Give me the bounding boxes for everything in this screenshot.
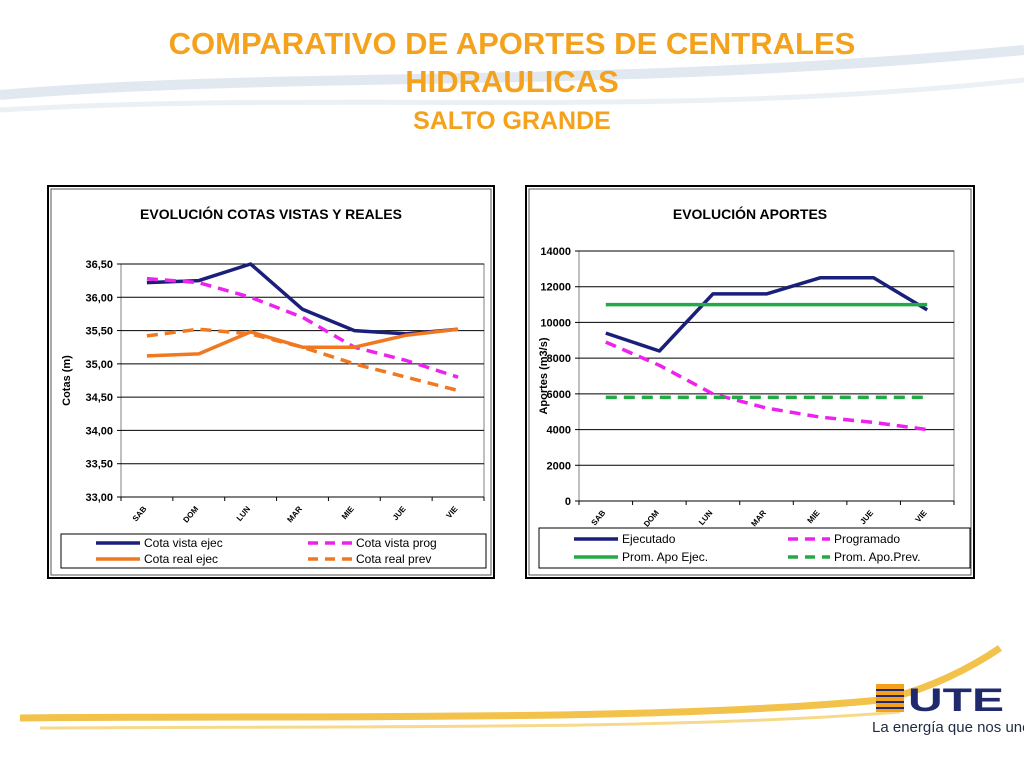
slide-subtitle: SALTO GRANDE: [413, 107, 611, 135]
chart-frame-inner: [50, 188, 492, 576]
legend-label: Prom. Apo Ejec.: [622, 550, 708, 564]
series-line-2: [605, 340, 928, 432]
ute-tagline: La energía que nos une: [872, 719, 1024, 736]
chart-frame-inner: [528, 188, 972, 576]
bottom-swoosh-thin: [39, 710, 901, 730]
y-tick-label: 14000: [540, 246, 571, 258]
chart-title: EVOLUCIÓN APORTES: [673, 205, 827, 222]
ute-logo-mark-icon: [876, 684, 904, 712]
series-line-3: [146, 327, 459, 358]
y-tick-label: 35,00: [85, 359, 113, 371]
y-axis-label: Cotas (m): [61, 355, 73, 406]
legend-box: [538, 527, 971, 569]
y-tick-label: 34,00: [85, 425, 113, 437]
legend-box: [60, 533, 487, 569]
legend-label: Cota real ejec: [144, 552, 218, 566]
legend-label: Programado: [834, 532, 900, 546]
y-tick-label: 2000: [547, 460, 571, 472]
slide-title-line-2: HIDRAULICAS: [405, 64, 619, 99]
y-tick-label: 36,00: [85, 292, 113, 304]
y-tick-label: 4000: [547, 425, 571, 437]
chart-title: EVOLUCIÓN COTAS VISTAS Y REALES: [140, 205, 402, 222]
y-tick-label: 34,50: [85, 392, 113, 404]
legend-label: Cota real prev: [356, 552, 431, 566]
y-tick-label: 33,50: [85, 459, 113, 471]
y-tick-label: 12000: [540, 282, 571, 294]
legend-label: Cota vista ejec: [144, 536, 223, 550]
y-tick-label: 8000: [547, 353, 571, 365]
bottom-swoosh: [19, 645, 1002, 722]
legend-label: Prom. Apo.Prev.: [834, 550, 920, 564]
y-tick-label: 35,50: [85, 326, 113, 338]
y-tick-label: 10000: [540, 317, 571, 329]
top-swoosh-thin: [0, 77, 1024, 113]
legend-label: Ejecutado: [622, 532, 676, 546]
slide-title-line-1: COMPARATIVO DE APORTES DE CENTRALES: [168, 26, 856, 61]
top-swoosh: [0, 45, 1024, 100]
y-tick-label: 33,00: [85, 492, 113, 504]
y-tick-label: 36,50: [85, 259, 113, 271]
ute-logo-wordmark: UTE: [908, 682, 1004, 718]
y-axis-label: Aportes (m3/s): [538, 337, 550, 414]
series-line-1: [605, 276, 929, 353]
series-line-2: [146, 276, 459, 379]
y-tick-label: 6000: [547, 389, 571, 401]
legend-label: Cota vista prog: [356, 536, 437, 550]
y-tick-label: 0: [565, 496, 571, 508]
